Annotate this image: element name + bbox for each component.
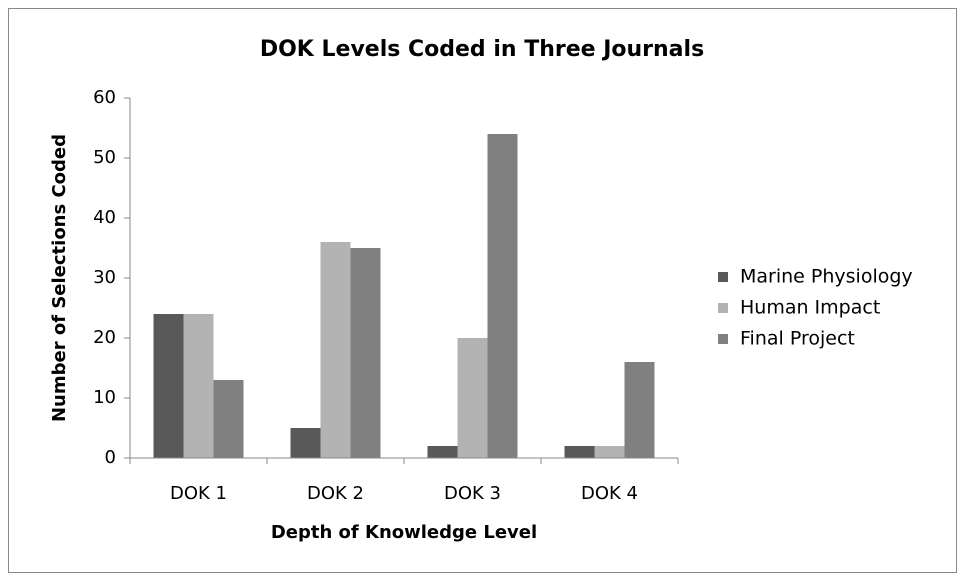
bar xyxy=(487,134,518,458)
bar xyxy=(624,362,655,458)
bar xyxy=(213,380,244,458)
bar xyxy=(350,248,381,458)
chart-frame xyxy=(8,8,957,573)
y-tick-label: 10 xyxy=(93,387,116,408)
bar xyxy=(320,242,351,458)
x-tick-label: DOK 1 xyxy=(170,483,227,504)
bar xyxy=(153,314,184,458)
legend-swatch xyxy=(718,272,728,282)
y-tick-label: 20 xyxy=(93,327,116,348)
y-tick-label: 60 xyxy=(93,87,116,108)
legend-label: Final Project xyxy=(740,328,855,350)
bar xyxy=(594,446,625,458)
bar xyxy=(457,338,488,458)
legend-swatch xyxy=(718,303,728,313)
bar xyxy=(183,314,214,458)
legend-label: Marine Physiology xyxy=(740,266,913,288)
legend-swatch xyxy=(718,334,728,344)
x-tick-label: DOK 4 xyxy=(581,483,638,504)
x-tick-label: DOK 2 xyxy=(307,483,364,504)
y-axis-title: Number of Selections Coded xyxy=(49,134,70,422)
y-tick-label: 40 xyxy=(93,207,116,228)
y-tick-label: 30 xyxy=(93,267,116,288)
chart-title: DOK Levels Coded in Three Journals xyxy=(260,37,704,62)
bar xyxy=(290,428,321,458)
legend-label: Human Impact xyxy=(740,297,880,319)
bar xyxy=(564,446,595,458)
bar xyxy=(427,446,458,458)
x-axis-title: Depth of Knowledge Level xyxy=(271,522,537,543)
x-tick-label: DOK 3 xyxy=(444,483,501,504)
y-tick-label: 0 xyxy=(105,447,116,468)
y-tick-label: 50 xyxy=(93,147,116,168)
